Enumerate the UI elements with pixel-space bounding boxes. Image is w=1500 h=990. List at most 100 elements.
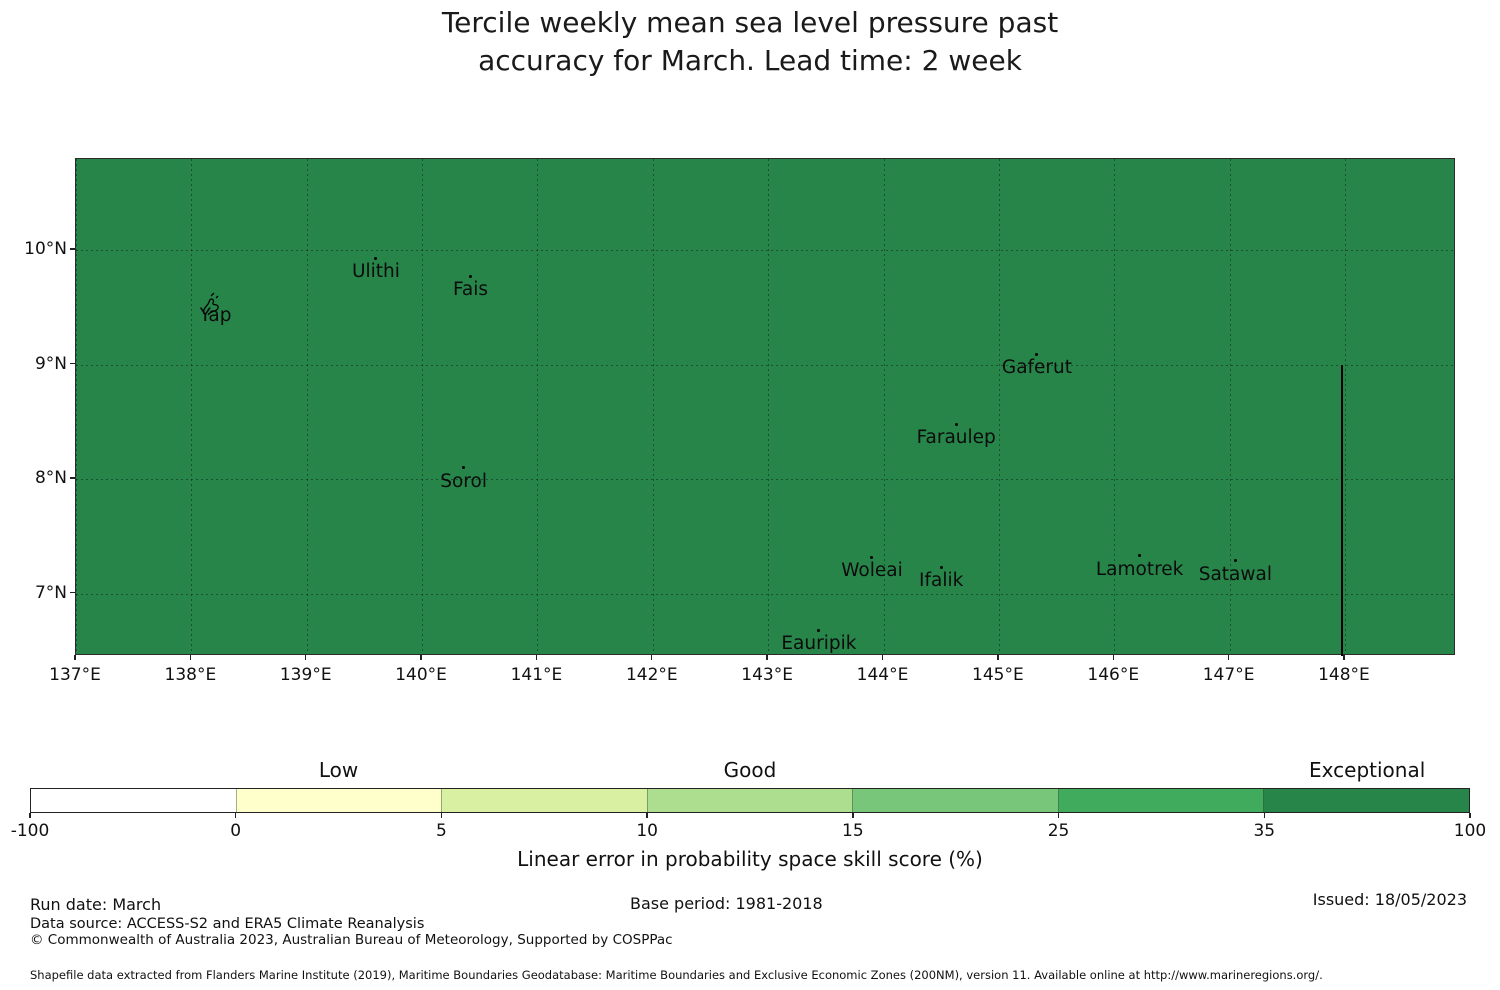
- latitude-gridline: [76, 593, 1454, 595]
- y-axis-tickmark: [70, 477, 75, 479]
- colorbar-tick-label: 35: [1253, 821, 1276, 841]
- x-axis-tickmark: [74, 655, 76, 660]
- x-axis-tickmark: [420, 655, 422, 660]
- colorbar-segment: [1263, 789, 1470, 812]
- x-axis-tick-label: 141°E: [510, 665, 563, 685]
- x-axis-tick-label: 145°E: [972, 665, 1024, 685]
- island-marker-dot: [374, 256, 378, 260]
- island-label: Ulithi: [351, 261, 400, 282]
- island-marker-dot: [1233, 559, 1237, 563]
- colorbar-tickmark: [1263, 813, 1265, 818]
- x-axis-tickmark: [535, 655, 538, 660]
- colorbar-segment: [646, 789, 853, 812]
- colorbar-tick-label: 100: [1453, 821, 1487, 841]
- island-marker-dot: [870, 555, 874, 559]
- latitude-gridline: [76, 364, 1454, 366]
- island-label: Satawal: [1198, 563, 1272, 585]
- colorbar-tickmark: [235, 813, 237, 818]
- x-axis-tick-label: 143°E: [741, 665, 794, 685]
- y-axis-tickmark: [70, 362, 75, 365]
- island-marker-dot: [462, 466, 466, 470]
- x-axis-tickmark: [766, 655, 768, 660]
- y-axis-tick-label: 7°N: [34, 582, 67, 603]
- island-marker-dot: [939, 565, 943, 569]
- colorbar-tickmark: [852, 813, 854, 818]
- longitude-gridline: [1114, 159, 1116, 654]
- eez-boundary-line: [1341, 364, 1344, 656]
- y-axis-tickmark: [70, 592, 75, 594]
- yap-island-outline: [202, 292, 219, 315]
- colorbar-tick-label: -100: [10, 821, 50, 841]
- copyright-text: © Commonwealth of Australia 2023, Austra…: [30, 932, 673, 948]
- map-plot-area: Yap Ulithi Fais Sorol Gaferut Faraulep Woleai I…: [75, 158, 1455, 656]
- x-axis-tickmark: [1112, 655, 1114, 660]
- chart-title: Tercile weekly mean sea level pressure p…: [0, 4, 1500, 80]
- longitude-gridline: [1229, 159, 1231, 654]
- colorbar-tickmark: [440, 813, 443, 818]
- colorbar-segment: [1057, 789, 1264, 812]
- y-axis-tick-label: 9°N: [34, 353, 67, 374]
- y-axis-tickmark: [70, 248, 75, 250]
- island-label: Fais: [452, 279, 489, 301]
- island-marker-dot: [817, 628, 821, 632]
- island-marker-dot: [469, 274, 473, 278]
- x-axis-tickmark: [305, 655, 307, 660]
- chart-title-line2: accuracy for March. Lead time: 2 week: [478, 44, 1022, 77]
- x-axis-tickmark: [1343, 655, 1345, 660]
- latitude-gridline: [76, 479, 1454, 481]
- colorbar-tick-label: 15: [842, 821, 864, 841]
- colorbar-tick-label: 5: [436, 821, 447, 841]
- longitude-gridline: [768, 159, 770, 654]
- latitude-gridline: [76, 249, 1454, 251]
- colorbar: [30, 788, 1470, 813]
- run-date-text: Run date: March: [30, 895, 162, 914]
- island-label: Gaferut: [1001, 357, 1073, 379]
- island-marker-dot: [954, 422, 958, 426]
- colorbar-tick-label: 25: [1047, 821, 1070, 841]
- longitude-gridline: [537, 159, 539, 654]
- colorbar-segment: [235, 789, 442, 812]
- x-axis-tick-label: 146°E: [1087, 665, 1140, 685]
- longitude-gridline: [1344, 159, 1346, 654]
- longitude-gridline: [76, 159, 77, 654]
- x-axis-tickmark: [189, 655, 192, 660]
- base-period-text: Base period: 1981-2018: [630, 894, 823, 913]
- x-axis-tick-label: 139°E: [279, 665, 332, 685]
- colorbar-tick-label: 0: [230, 821, 242, 841]
- longitude-gridline: [191, 159, 193, 654]
- chart-title-line1: Tercile weekly mean sea level pressure p…: [441, 6, 1059, 39]
- y-axis-tick-label: 10°N: [24, 238, 67, 259]
- island-marker-dot: [1138, 554, 1142, 558]
- shapefile-note-text: Shapefile data extracted from Flanders M…: [30, 968, 1323, 982]
- colorbar-axis-label: Linear error in probability space skill …: [517, 847, 983, 871]
- issued-date-text: Issued: 18/05/2023: [1312, 890, 1467, 909]
- island-label: Faraulep: [916, 427, 996, 449]
- colorbar-tick-label: 10: [636, 821, 658, 841]
- x-axis-tickmark: [1227, 655, 1230, 660]
- data-source-text: Data source: ACCESS-S2 and ERA5 Climate …: [30, 916, 425, 932]
- longitude-gridline: [306, 159, 308, 654]
- x-axis-tick-label: 138°E: [164, 665, 217, 685]
- x-axis-tickmark: [651, 655, 653, 660]
- x-axis-tick-label: 144°E: [856, 665, 909, 685]
- x-axis-tick-label: 137°E: [49, 665, 101, 685]
- colorbar-zone-label: Good: [723, 758, 777, 782]
- colorbar-zone-label: Low: [318, 758, 359, 782]
- y-axis-tick-label: 8°N: [34, 468, 67, 489]
- x-axis-tickmark: [881, 655, 884, 660]
- island-marker-dot: [1035, 352, 1039, 356]
- x-axis-tick-label: 142°E: [625, 665, 678, 685]
- colorbar-segment: [441, 789, 647, 812]
- colorbar-segment: [31, 789, 236, 812]
- island-label: Yap: [199, 304, 232, 326]
- colorbar-tickmark: [1057, 813, 1060, 818]
- colorbar-tickmark: [646, 813, 648, 818]
- colorbar-segment: [852, 789, 1058, 812]
- island-label: Eauripik: [781, 633, 857, 655]
- x-axis-tick-label: 140°E: [395, 665, 447, 685]
- longitude-gridline: [422, 159, 424, 654]
- colorbar-tickmark: [1469, 813, 1471, 818]
- longitude-gridline: [998, 159, 1000, 654]
- island-label: Lamotrek: [1095, 558, 1184, 580]
